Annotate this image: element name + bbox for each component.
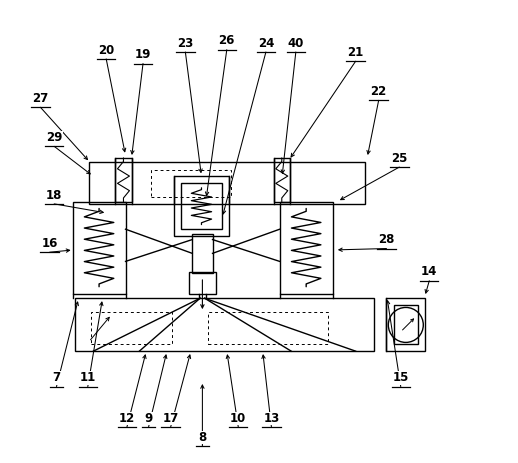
Bar xyxy=(208,312,328,344)
Text: 29: 29 xyxy=(46,131,62,144)
Text: 14: 14 xyxy=(421,265,438,278)
Text: 19: 19 xyxy=(135,48,151,61)
Text: 9: 9 xyxy=(145,412,153,425)
Bar xyxy=(181,183,222,229)
Text: 27: 27 xyxy=(32,92,49,105)
Bar xyxy=(73,201,125,294)
Bar xyxy=(174,176,229,236)
Text: 22: 22 xyxy=(370,85,387,98)
Text: 23: 23 xyxy=(177,37,194,50)
Bar xyxy=(394,305,418,344)
Bar xyxy=(89,163,365,204)
Text: 7: 7 xyxy=(52,371,61,384)
Text: 26: 26 xyxy=(219,34,235,47)
Text: 20: 20 xyxy=(98,44,114,56)
Bar xyxy=(91,312,171,344)
Bar xyxy=(385,298,425,351)
Text: 17: 17 xyxy=(163,412,179,425)
Bar xyxy=(116,158,132,201)
Text: 28: 28 xyxy=(378,233,395,246)
Text: 15: 15 xyxy=(393,371,409,384)
Bar xyxy=(280,201,333,294)
Bar xyxy=(192,234,212,273)
Bar xyxy=(274,158,290,201)
Bar xyxy=(189,271,215,294)
Text: 8: 8 xyxy=(198,431,207,444)
Text: 13: 13 xyxy=(263,412,280,425)
Bar xyxy=(75,298,374,351)
Text: 16: 16 xyxy=(41,237,58,250)
Text: 25: 25 xyxy=(391,152,408,165)
Text: 40: 40 xyxy=(287,37,304,50)
Text: 21: 21 xyxy=(348,46,364,59)
Text: 12: 12 xyxy=(119,412,135,425)
Text: 11: 11 xyxy=(80,371,96,384)
Bar xyxy=(151,170,232,197)
Text: 10: 10 xyxy=(230,412,247,425)
Text: 18: 18 xyxy=(46,188,62,201)
Text: 24: 24 xyxy=(258,37,274,50)
